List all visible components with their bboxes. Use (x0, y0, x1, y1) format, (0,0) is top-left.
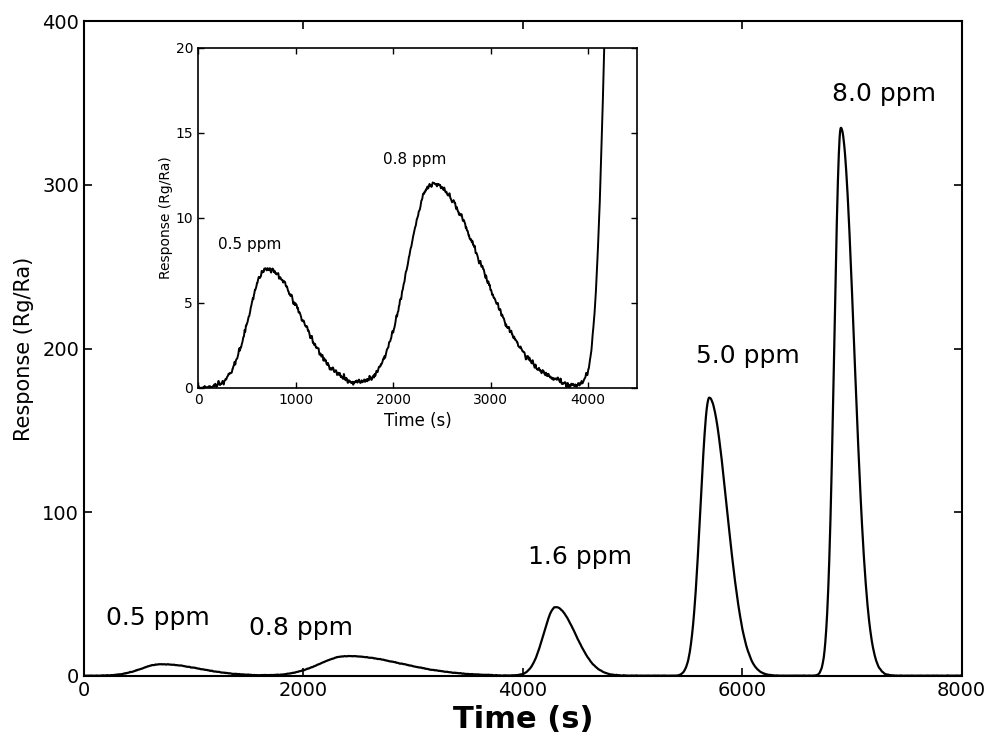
Text: 8.0 ppm: 8.0 ppm (832, 82, 936, 106)
Text: 1.6 ppm: 1.6 ppm (528, 545, 632, 569)
Text: 0.5 ppm: 0.5 ppm (106, 606, 210, 630)
Text: 5.0 ppm: 5.0 ppm (696, 344, 800, 368)
Text: 0.8 ppm: 0.8 ppm (249, 616, 353, 640)
Y-axis label: Response (Rg/Ra): Response (Rg/Ra) (14, 257, 34, 441)
X-axis label: Time (s): Time (s) (453, 705, 593, 734)
